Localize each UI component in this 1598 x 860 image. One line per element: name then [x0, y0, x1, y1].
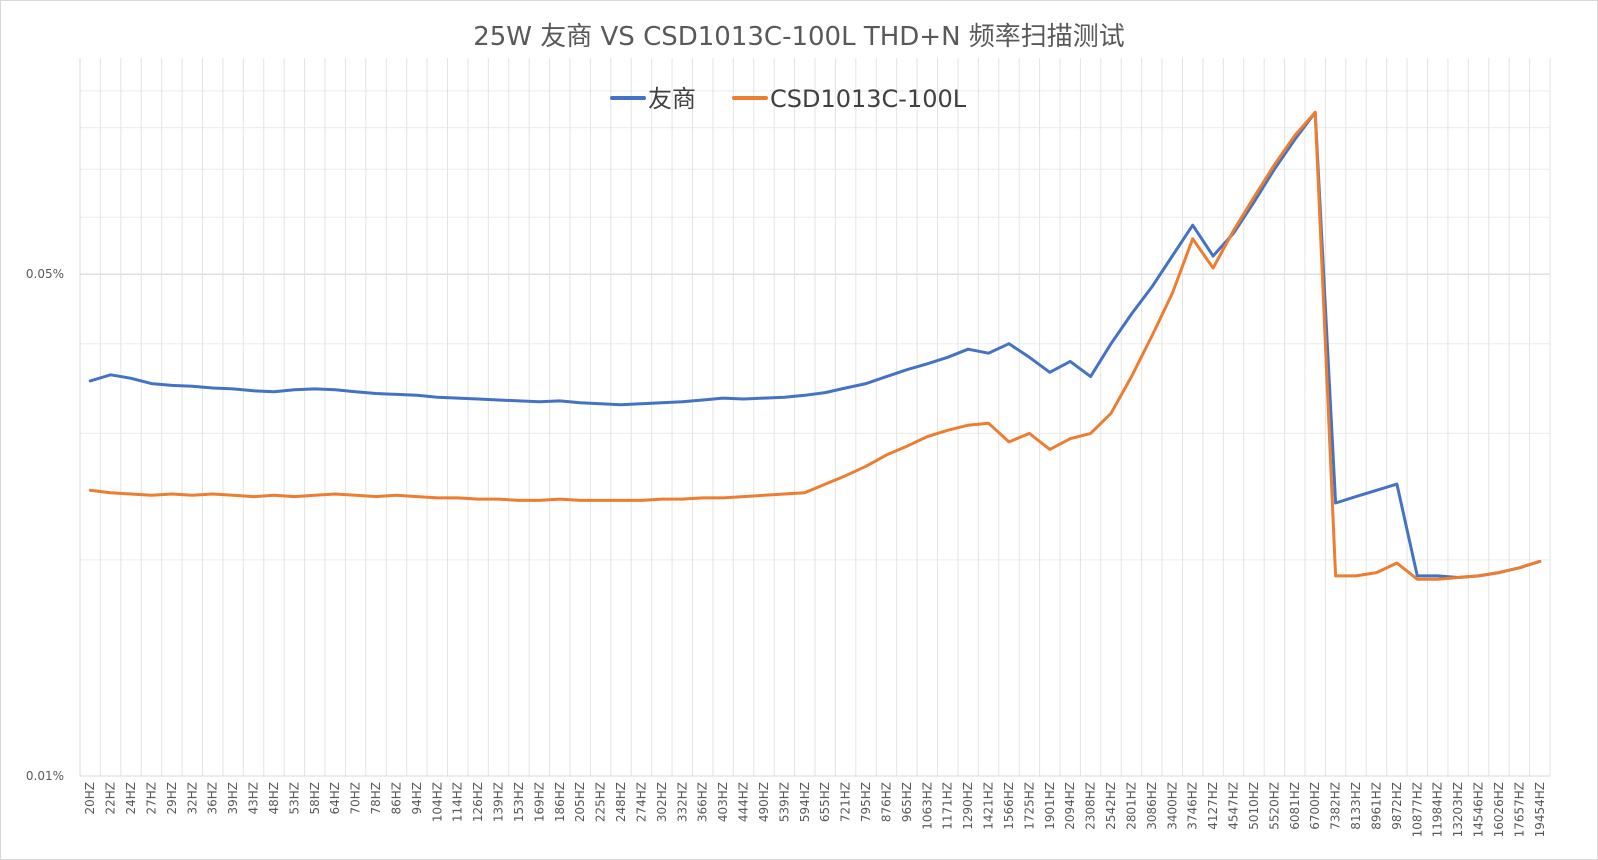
x-tick-label: 78HZ — [369, 782, 383, 815]
x-tick-label: 58HZ — [308, 782, 322, 815]
x-tick-label: 1421HZ — [982, 782, 996, 830]
x-tick-label: 70HZ — [349, 782, 363, 815]
x-tick-label: 169HZ — [532, 782, 546, 822]
legend: 友商 CSD1013C-100L — [610, 85, 967, 113]
x-tick-label: 3746HZ — [1186, 782, 1200, 830]
x-tick-label: 490HZ — [757, 782, 771, 822]
legend-entry: 友商 — [648, 85, 696, 113]
x-tick-label: 29HZ — [165, 782, 179, 815]
x-tick-label: 39HZ — [226, 782, 240, 815]
x-tick-label: 444HZ — [737, 782, 751, 822]
x-tick-label: 3400HZ — [1165, 782, 1179, 830]
x-tick-label: 876HZ — [879, 782, 893, 822]
x-tick-label: 153HZ — [512, 782, 526, 822]
x-tick-label: 795HZ — [859, 782, 873, 822]
x-tick-label: 4547HZ — [1227, 782, 1241, 830]
x-tick-label: 11984HZ — [1431, 782, 1445, 837]
x-tick-label: 48HZ — [267, 782, 281, 815]
x-tick-label: 36HZ — [206, 782, 220, 815]
x-tick-label: 22HZ — [104, 782, 118, 815]
chart-title: 25W 友商 VS CSD1013C-100L THD+N 频率扫描测试 — [473, 22, 1125, 52]
x-tick-label: 7382HZ — [1329, 782, 1343, 830]
x-axis: 20HZ 22HZ 24HZ 27HZ 29HZ 32HZ 36HZ 39HZ 43HZ 48HZ… — [83, 782, 1547, 837]
x-tick-label: 9872HZ — [1390, 782, 1404, 830]
x-tick-label: 965HZ — [900, 782, 914, 822]
x-tick-label: 2308HZ — [1084, 782, 1098, 830]
x-tick-label: 53HZ — [287, 782, 301, 815]
x-tick-label: 14546HZ — [1472, 782, 1486, 837]
x-tick-label: 1290HZ — [961, 782, 975, 830]
y-tick-label: 0.05% — [26, 267, 64, 281]
x-tick-label: 64HZ — [328, 782, 342, 815]
x-tick-label: 6700HZ — [1308, 782, 1322, 830]
x-tick-label: 4127HZ — [1206, 782, 1220, 830]
x-tick-label: 8961HZ — [1369, 782, 1383, 830]
x-tick-label: 2542HZ — [1104, 782, 1118, 830]
x-tick-label: 8133HZ — [1349, 782, 1363, 830]
x-tick-label: 10877HZ — [1410, 782, 1424, 837]
x-tick-label: 2094HZ — [1063, 782, 1077, 830]
x-tick-label: 5010HZ — [1247, 782, 1261, 830]
x-tick-label: 655HZ — [818, 782, 832, 822]
x-tick-label: 1063HZ — [920, 782, 934, 830]
x-tick-label: 539HZ — [777, 782, 791, 822]
x-tick-label: 1725HZ — [1022, 782, 1036, 830]
legend-entry: CSD1013C-100L — [770, 85, 967, 113]
x-tick-label: 32HZ — [185, 782, 199, 815]
x-tick-label: 366HZ — [696, 782, 710, 822]
y-axis: 0.05% 0.01% — [26, 267, 64, 783]
x-tick-label: 1901HZ — [1043, 782, 1057, 830]
x-tick-label: 13203HZ — [1451, 782, 1465, 837]
y-tick-label: 0.01% — [26, 769, 64, 783]
x-tick-label: 94HZ — [410, 782, 424, 815]
x-tick-label: 186HZ — [553, 782, 567, 822]
x-tick-label: 403HZ — [716, 782, 730, 822]
x-tick-label: 19454HZ — [1533, 782, 1547, 837]
x-tick-label: 17657HZ — [1512, 782, 1526, 837]
series-lines — [88, 110, 1542, 581]
series-line-1 — [88, 110, 1542, 581]
x-tick-label: 721HZ — [839, 782, 853, 822]
x-tick-label: 86HZ — [389, 782, 403, 815]
x-tick-label: 274HZ — [634, 782, 648, 822]
x-tick-label: 3086HZ — [1145, 782, 1159, 830]
x-tick-label: 594HZ — [798, 782, 812, 822]
x-tick-label: 126HZ — [471, 782, 485, 822]
x-tick-label: 248HZ — [614, 782, 628, 822]
series-line-0 — [88, 110, 1542, 579]
grid-lines — [79, 58, 1551, 777]
x-tick-label: 1566HZ — [1002, 782, 1016, 830]
x-tick-label: 139HZ — [492, 782, 506, 822]
x-tick-label: 43HZ — [247, 782, 261, 815]
x-tick-label: 104HZ — [430, 782, 444, 822]
x-tick-label: 24HZ — [124, 782, 138, 815]
x-tick-label: 20HZ — [83, 782, 97, 815]
x-tick-label: 5520HZ — [1267, 782, 1281, 830]
x-tick-label: 114HZ — [451, 782, 465, 822]
x-tick-label: 16026HZ — [1492, 782, 1506, 837]
x-tick-label: 225HZ — [594, 782, 608, 822]
x-tick-label: 6081HZ — [1288, 782, 1302, 830]
x-tick-label: 2801HZ — [1124, 782, 1138, 830]
x-tick-label: 27HZ — [144, 782, 158, 815]
x-tick-label: 1171HZ — [941, 782, 955, 830]
x-tick-label: 332HZ — [675, 782, 689, 822]
x-tick-label: 302HZ — [655, 782, 669, 822]
x-tick-label: 205HZ — [573, 782, 587, 822]
